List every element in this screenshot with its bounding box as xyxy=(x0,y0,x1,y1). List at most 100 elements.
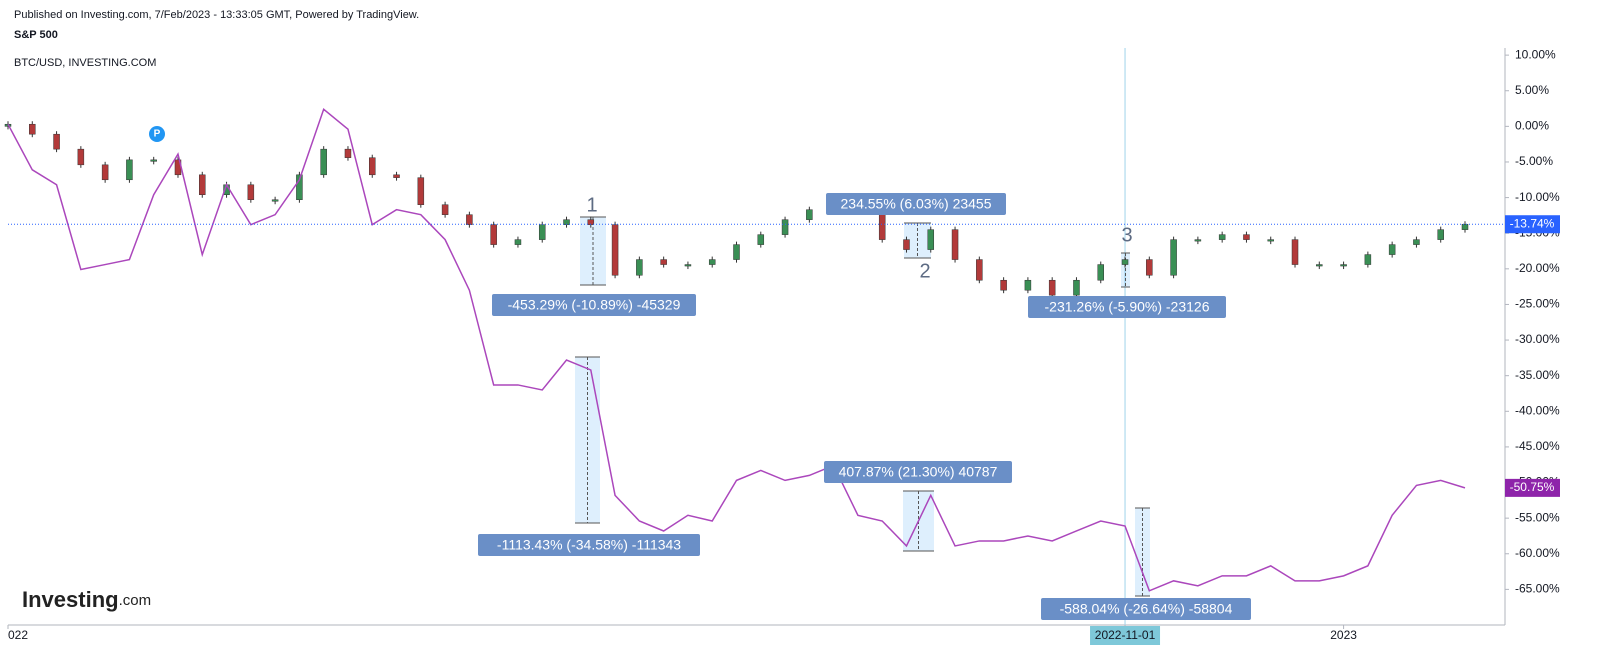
candle xyxy=(1413,239,1420,245)
candle xyxy=(1364,254,1372,265)
y-tick-label: -45.00% xyxy=(1515,439,1560,453)
measure-box xyxy=(478,534,700,556)
candle xyxy=(733,244,740,260)
y-tick-label: -60.00% xyxy=(1515,546,1560,560)
candle xyxy=(708,259,716,265)
candle xyxy=(1000,279,1007,291)
last-value-label: -13.74% xyxy=(1510,216,1555,230)
candle xyxy=(1048,279,1056,296)
logo-main: Investing xyxy=(22,587,119,612)
candle xyxy=(490,224,497,245)
y-tick-label: -30.00% xyxy=(1515,332,1560,346)
x-tick-label: 022 xyxy=(8,628,28,642)
candle xyxy=(903,239,910,250)
last-value-label: -50.75% xyxy=(1510,480,1555,494)
candle xyxy=(684,264,692,267)
marker-dot xyxy=(149,126,165,142)
candle xyxy=(77,148,85,166)
candle xyxy=(344,148,352,158)
candle xyxy=(1170,239,1177,276)
candle xyxy=(1073,279,1080,296)
candle xyxy=(296,174,303,200)
candle xyxy=(806,209,813,220)
candle xyxy=(126,159,133,181)
candle xyxy=(660,259,667,265)
measure-label: 234.55% (6.03%) 23455 xyxy=(841,196,992,212)
candle xyxy=(247,184,255,200)
publish-note: Published on Investing.com, 7/Feb/2023 -… xyxy=(14,9,419,21)
last-value-box xyxy=(1505,215,1560,234)
candle xyxy=(611,224,619,276)
measure-label: -453.29% (-10.89%) -45329 xyxy=(508,297,681,313)
y-tick-label: -20.00% xyxy=(1515,261,1560,275)
y-tick-label: -35.00% xyxy=(1515,368,1560,382)
measure-box xyxy=(826,193,1006,215)
y-tick-label: -65.00% xyxy=(1515,582,1560,596)
wave-label: 3 xyxy=(1121,224,1132,246)
candle xyxy=(150,159,157,162)
candle xyxy=(1097,264,1104,281)
y-tick-label: -5.00% xyxy=(1515,154,1553,168)
candle xyxy=(1243,234,1250,240)
y-tick-label: 0.00% xyxy=(1515,119,1549,133)
candle xyxy=(53,133,60,150)
btc-line xyxy=(7,107,1466,592)
candle xyxy=(101,164,109,181)
measure-label: -1113.43% (-34.58%) -111343 xyxy=(497,537,681,553)
candle xyxy=(781,219,789,235)
candle xyxy=(393,174,400,178)
candle xyxy=(271,199,279,202)
measure-label: -231.26% (-5.90%) -23126 xyxy=(1045,299,1210,315)
candle xyxy=(1461,223,1469,230)
candle xyxy=(636,259,643,276)
candle xyxy=(514,239,522,245)
candle xyxy=(417,177,425,205)
y-tick-label: -25.00% xyxy=(1515,297,1560,311)
measure-box xyxy=(1028,296,1226,318)
candle xyxy=(1340,264,1347,267)
candle xyxy=(466,214,473,225)
candle xyxy=(1024,279,1032,291)
candle xyxy=(1121,259,1129,265)
measure-box xyxy=(824,461,1012,483)
y-tick-label: -10.00% xyxy=(1515,190,1560,204)
date-highlight xyxy=(1090,626,1161,645)
candle xyxy=(1146,259,1153,276)
logo-suffix: .com xyxy=(119,592,152,609)
y-tick-label: -40.00% xyxy=(1515,403,1560,417)
candle xyxy=(320,148,327,176)
candle xyxy=(976,259,983,281)
candle xyxy=(441,204,449,215)
candle xyxy=(1218,234,1226,240)
candle xyxy=(1194,239,1202,242)
candle xyxy=(951,229,959,260)
measure-box xyxy=(1041,598,1251,620)
wave-label: 2 xyxy=(919,260,930,282)
y-tick-label: 5.00% xyxy=(1515,83,1549,97)
candle xyxy=(29,123,36,135)
candle xyxy=(927,229,935,250)
x-tick-label: 2023 xyxy=(1330,628,1357,642)
measure-label: 407.87% (21.30%) 40787 xyxy=(839,464,998,480)
candle xyxy=(1267,239,1274,242)
x-tick-label: 2022-11-01 xyxy=(1095,628,1156,642)
measure-range xyxy=(1135,508,1150,596)
candle xyxy=(1291,239,1299,265)
legend-sp500: S&P 500 xyxy=(14,29,58,41)
candle xyxy=(1316,264,1323,267)
candle xyxy=(757,234,765,245)
last-value-box xyxy=(1505,478,1560,497)
wave-label: 1 xyxy=(586,194,597,216)
candle xyxy=(369,157,376,176)
logo: Investing.com xyxy=(22,587,151,612)
measure-box xyxy=(492,294,696,316)
legend-btc: BTC/USD, INVESTING.COM xyxy=(14,57,156,69)
marker-label: P xyxy=(154,129,161,140)
y-tick-label: -55.00% xyxy=(1515,510,1560,524)
measure-label: -588.04% (-26.64%) -58804 xyxy=(1060,601,1233,617)
y-tick-label: 10.00% xyxy=(1515,47,1556,61)
candle xyxy=(199,174,206,195)
candle xyxy=(1437,229,1444,240)
